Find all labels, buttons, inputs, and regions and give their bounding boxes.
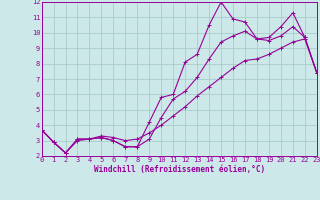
X-axis label: Windchill (Refroidissement éolien,°C): Windchill (Refroidissement éolien,°C) bbox=[94, 165, 265, 174]
